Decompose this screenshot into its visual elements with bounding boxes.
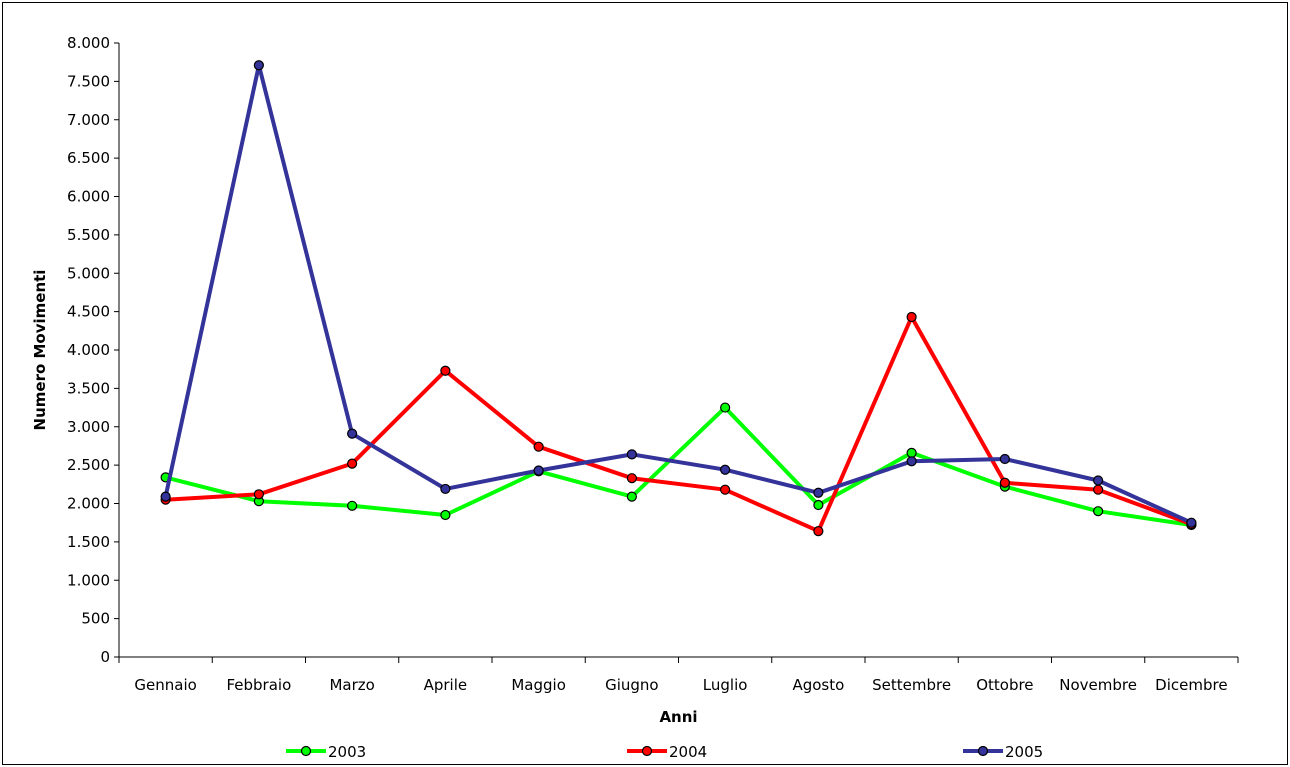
data-point [160, 491, 171, 502]
data-point [626, 449, 637, 460]
series-line-2005 [163, 63, 1193, 525]
legend-marker [641, 745, 653, 757]
data-point [1093, 475, 1104, 486]
data-point [906, 456, 917, 467]
data-point [533, 465, 544, 476]
data-point [253, 489, 264, 500]
y-tick-label: 4.500 [67, 303, 110, 321]
data-point [440, 365, 451, 376]
legend-item-2003: 2003 [286, 743, 366, 761]
data-point [999, 453, 1010, 465]
y-tick-label: 3.500 [67, 379, 110, 397]
data-point [813, 526, 824, 537]
legend-item-2004: 2004 [627, 743, 707, 761]
y-tick-label: 8.000 [67, 34, 110, 52]
series-line-2004 [165, 315, 1193, 534]
data-point [347, 428, 358, 439]
x-tick-label: Novembre [1059, 676, 1137, 694]
legend-marker [977, 745, 989, 757]
data-point [347, 458, 358, 469]
y-tick-label: 2.500 [67, 456, 110, 474]
legend: 2003 2004 2005 [286, 743, 1043, 761]
x-axis: Gennaio Febbraio Marzo Aprile Maggio Giugno Lu… [118, 656, 1239, 694]
series-2005 [160, 60, 1197, 528]
data-point [813, 487, 824, 498]
data-point [533, 441, 544, 452]
data-point [1186, 517, 1197, 528]
y-tick-label: 6.000 [67, 188, 110, 206]
data-point [720, 484, 731, 495]
y-axis-title: Numero Movimenti [31, 270, 49, 431]
y-tick-label: 500 [81, 610, 110, 628]
data-point [440, 509, 451, 521]
y-axis: 0 500 1.000 1.500 2.000 2.500 3.000 3.500 4.000 4… [67, 34, 120, 666]
x-tick-label: Luglio [703, 676, 748, 694]
data-point [720, 402, 731, 413]
y-tick-label: 7.500 [67, 72, 110, 90]
y-tick-label: 1.000 [67, 571, 110, 589]
data-point [813, 499, 824, 511]
line-chart: 0 500 1.000 1.500 2.000 2.500 3.000 3.500 4.000 4… [31, 34, 1239, 761]
y-tick-label: 2.000 [67, 495, 110, 513]
x-tick-label: Maggio [511, 676, 566, 694]
data-point [1093, 484, 1104, 495]
x-axis-title: Anni [659, 708, 697, 726]
data-point [999, 477, 1010, 488]
legend-item-2005: 2005 [963, 743, 1043, 761]
x-tick-label: Giugno [605, 676, 659, 694]
y-tick-label: 5.000 [67, 264, 110, 282]
y-tick-label: 6.500 [67, 149, 110, 167]
data-point [626, 491, 637, 502]
x-tick-label: Aprile [424, 676, 468, 694]
x-tick-label: Dicembre [1155, 676, 1227, 694]
data-point [1093, 506, 1104, 517]
y-tick-label: 0 [100, 648, 110, 666]
data-point [906, 311, 917, 323]
y-tick-label: 1.500 [67, 533, 110, 551]
data-point [440, 483, 451, 495]
legend-label: 2005 [1005, 743, 1043, 761]
y-tick-label: 4.000 [67, 341, 110, 359]
x-tick-label: Ottobre [976, 676, 1033, 694]
y-tick-label: 3.000 [67, 418, 110, 436]
data-point [347, 500, 358, 511]
legend-label: 2003 [328, 743, 366, 761]
series-line-2003 [165, 405, 1192, 527]
data-point [253, 60, 264, 71]
y-tick-label: 7.000 [67, 111, 110, 129]
data-point [906, 447, 917, 458]
x-tick-label: Settembre [872, 676, 951, 694]
x-tick-label: Gennaio [134, 676, 196, 694]
x-tick-label: Febbraio [226, 676, 291, 694]
legend-label: 2004 [669, 743, 707, 761]
x-tick-label: Agosto [792, 676, 844, 694]
data-point [720, 464, 731, 475]
y-tick-label: 5.500 [67, 226, 110, 244]
data-point [626, 473, 637, 484]
x-tick-label: Marzo [329, 676, 374, 694]
legend-marker [300, 745, 312, 757]
series-lines [160, 60, 1197, 537]
